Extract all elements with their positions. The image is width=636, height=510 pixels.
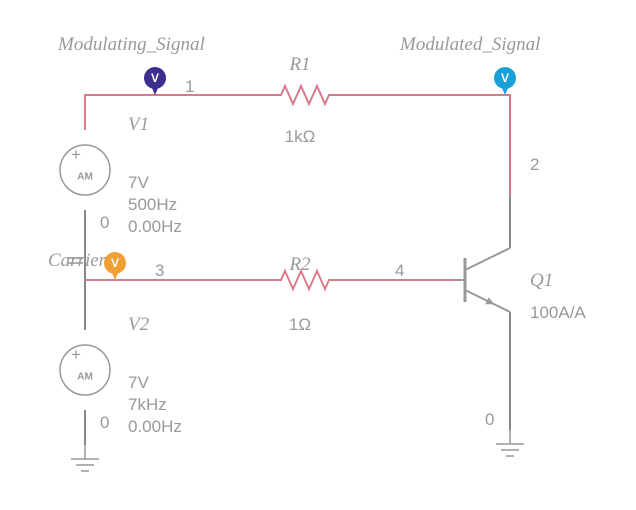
wire-node2	[345, 95, 510, 195]
label-modulating: Modulating_Signal	[57, 34, 205, 55]
v1-freq: 500Hz	[128, 195, 177, 214]
probe-modulating-tip	[152, 88, 158, 95]
r1-name: R1	[288, 54, 310, 75]
node-0a: 0	[100, 213, 109, 232]
bjt-collector	[465, 248, 510, 270]
node-4: 4	[395, 261, 404, 280]
v1-name: V1	[128, 114, 149, 135]
source-plus: +	[71, 145, 81, 164]
wire-node1-left	[85, 95, 265, 130]
r1-value: 1kΩ	[285, 127, 316, 146]
probe-modulated-tip	[502, 88, 508, 95]
r2-name: R2	[288, 254, 311, 275]
node-0c: 0	[485, 410, 494, 429]
am-source-circle	[60, 145, 110, 195]
source-type: AM	[77, 372, 93, 383]
node-1: 1	[185, 77, 194, 96]
probe-carrier-tip	[112, 273, 118, 280]
label-modulated: Modulated_Signal	[399, 34, 540, 55]
probe-modulating-label: V	[151, 71, 159, 85]
source-type: AM	[77, 172, 93, 183]
v2-phase: 0.00Hz	[128, 417, 182, 436]
probe-modulated-label: V	[501, 71, 509, 85]
source-plus: +	[71, 345, 81, 364]
label-carrier: Carrier	[48, 250, 107, 271]
node-0b: 0	[100, 413, 109, 432]
resistor-symbol	[265, 86, 345, 104]
v2-amp: 7V	[128, 373, 149, 392]
q1-name: Q1	[530, 270, 553, 291]
node-3: 3	[155, 261, 164, 280]
v2-freq: 7kHz	[128, 395, 167, 414]
probe-carrier-label: V	[111, 256, 119, 270]
v1-amp: 7V	[128, 173, 149, 192]
v2-name: V2	[128, 314, 150, 335]
r2-value: 1Ω	[289, 315, 311, 334]
v1-phase: 0.00Hz	[128, 217, 182, 236]
node-2: 2	[530, 155, 539, 174]
q1-value: 100A/A	[530, 303, 586, 322]
am-source-circle	[60, 345, 110, 395]
